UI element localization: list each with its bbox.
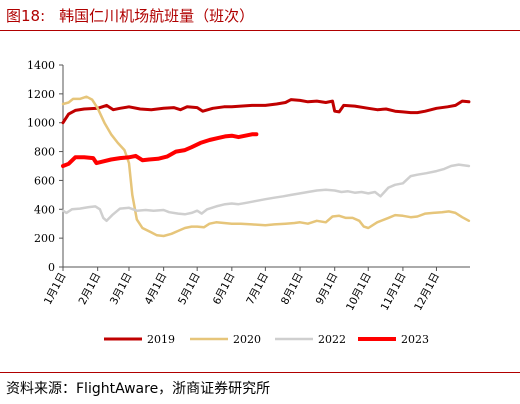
figure-header: 图18: 韩国仁川机场航班量（班次） [6, 2, 514, 28]
y-tick-label: 0 [48, 261, 55, 274]
y-tick-label: 400 [34, 203, 55, 216]
y-tick-label: 1000 [27, 117, 55, 130]
series-line-2019 [61, 98, 471, 125]
figure-title: 韩国仁川机场航班量（班次） [59, 6, 255, 25]
y-tick-label: 1200 [27, 88, 55, 101]
x-tick-label: 11月1日 [379, 271, 409, 313]
y-tick-label: 200 [34, 232, 55, 245]
figure-number: 图18: [6, 6, 46, 25]
series-line-2023 [61, 132, 259, 168]
legend-label-2022: 2022 [318, 333, 346, 346]
x-tick-label: 7月1日 [244, 271, 271, 307]
legend-label-2019: 2019 [147, 333, 175, 346]
y-tick-label: 600 [34, 174, 55, 187]
x-tick-label: 6月1日 [211, 271, 238, 307]
x-tick-label: 12月1日 [412, 271, 442, 313]
x-tick-label: 2月1日 [77, 271, 104, 307]
x-tick-label: 5月1日 [176, 271, 203, 307]
y-tick-label: 800 [34, 146, 55, 159]
bottom-rule [0, 372, 520, 373]
x-tick-label: 10月1日 [344, 271, 374, 313]
x-tick-label: 3月1日 [108, 271, 135, 307]
legend-label-2023: 2023 [401, 333, 429, 346]
chart-svg: 0 200 400 600 800 1000 1200 1400 1月1日 2月1日 3月1日 4月1… [27, 59, 471, 346]
series-line-2022 [61, 163, 471, 223]
x-tick-label: 8月1日 [279, 271, 306, 307]
x-tick-label: 1月1日 [42, 271, 69, 307]
top-rule [0, 30, 520, 31]
y-tick-label: 1400 [27, 59, 55, 72]
source-note: 资料来源：FlightAware，浙商证券研究所 [6, 381, 271, 397]
x-tick-label: 4月1日 [143, 271, 170, 307]
legend-label-2020: 2020 [233, 333, 261, 346]
series-line-2020 [61, 95, 471, 238]
x-tick-label: 9月1日 [314, 271, 341, 307]
